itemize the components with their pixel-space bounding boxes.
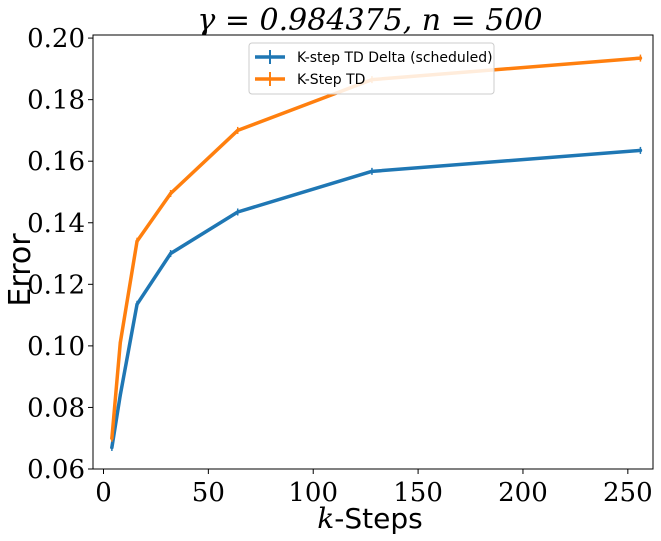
x-axis-label: k-Steps <box>317 502 422 535</box>
chart-title: γ = 0.984375, n = 500 <box>197 3 542 38</box>
series-1-point <box>370 169 374 173</box>
y-tick-label: 0.06 <box>27 455 85 485</box>
x-tick-label: 200 <box>498 478 548 508</box>
y-tick-label: 0.10 <box>27 332 85 362</box>
plot-area <box>93 35 653 469</box>
x-axis-label-rest: -Steps <box>334 502 422 535</box>
series-1-point <box>110 445 114 450</box>
legend-label-2: K-Step TD <box>297 72 365 88</box>
y-tick-label: 0.14 <box>27 209 85 239</box>
x-tick-label: 250 <box>603 478 653 508</box>
series-1-point <box>169 251 173 256</box>
series-2-point <box>110 436 114 440</box>
x-tick-label: 0 <box>95 478 112 508</box>
x-tick-label: 150 <box>393 478 443 508</box>
plot-background <box>93 35 653 469</box>
series-2-point <box>169 191 173 196</box>
series-2-point <box>135 239 139 243</box>
series-2-point <box>638 56 643 60</box>
series-1 <box>110 146 643 451</box>
series-2-point <box>236 128 240 133</box>
axes-layer: 0 50 100 150 200 250 0.06 0.08 0.10 0.12 0.14 0.16 0… <box>27 24 654 508</box>
legend: K-step TD Delta (scheduled) K-Step TD <box>248 42 495 95</box>
y-tick-label: 0.18 <box>27 86 85 116</box>
series-1-point <box>236 210 240 214</box>
legend-label-1: K-step TD Delta (scheduled) <box>297 50 493 66</box>
y-tick-label: 0.20 <box>27 24 85 54</box>
series-1-point <box>638 148 643 153</box>
y-tick-label: 0.08 <box>27 393 85 423</box>
series-2-point <box>118 341 122 345</box>
x-axis-label-italic: k <box>317 502 334 535</box>
y-axis-label: Error <box>3 233 38 307</box>
y-tick-label: 0.12 <box>27 270 85 300</box>
series-1-point <box>118 393 122 397</box>
series-1-point <box>135 302 139 306</box>
y-tick-label: 0.16 <box>27 147 85 177</box>
legend-box <box>248 42 495 95</box>
x-tick-label: 100 <box>288 478 338 508</box>
x-tick-label: 50 <box>192 478 225 508</box>
axes-frame <box>92 34 654 470</box>
